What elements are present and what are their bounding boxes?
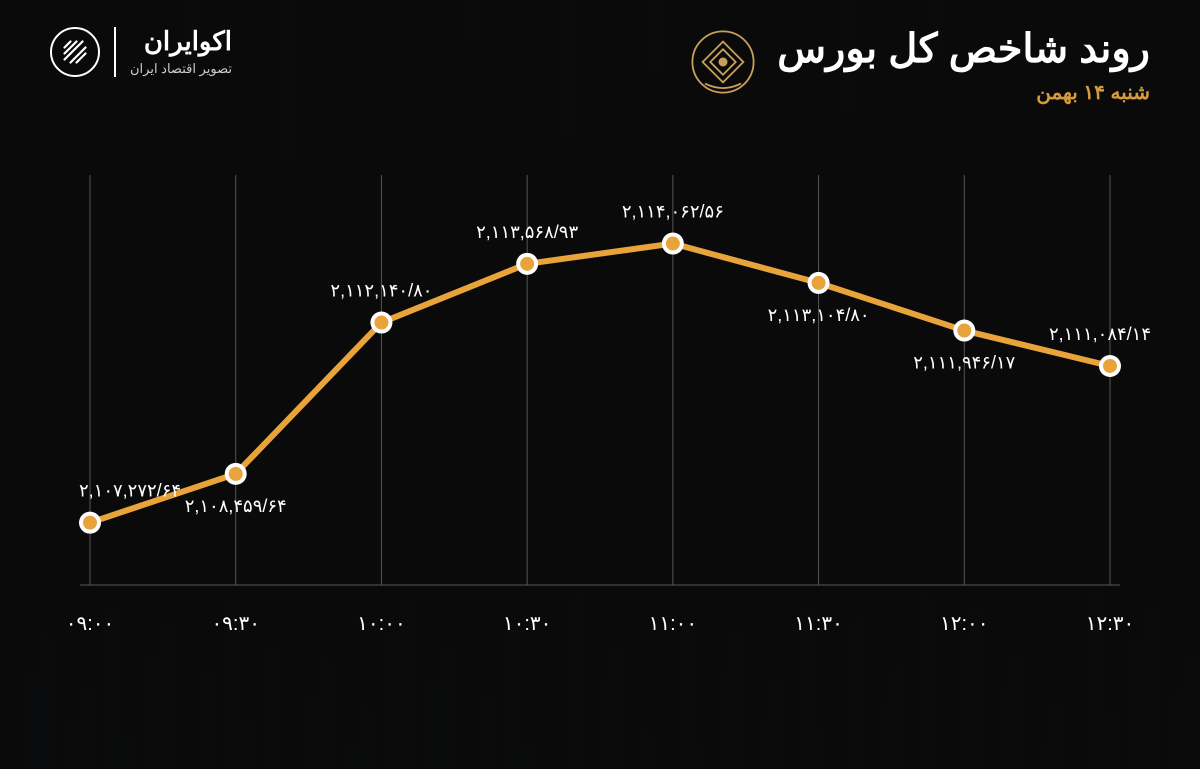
point-value-label: ۲,۱۱۴,۰۶۲/۵۶	[622, 202, 724, 222]
title-block: روند شاخص کل بورس شنبه ۱۴ بهمن	[687, 26, 1150, 105]
page-subtitle: شنبه ۱۴ بهمن	[777, 80, 1150, 105]
point-value-label: ۲,۱۰۸,۴۵۹/۶۴	[185, 496, 287, 516]
x-axis-label: ۱۲:۰۰	[940, 613, 989, 635]
x-axis-label: ۱۱:۳۰	[794, 613, 843, 635]
point-value-label: ۲,۱۱۱,۰۸۴/۱۴	[1049, 324, 1150, 344]
header: اکوایران تصویر اقتصاد ایران روند شاخص کل…	[0, 0, 1200, 115]
point-value-label: ۲,۱۱۲,۱۴۰/۸۰	[330, 281, 432, 301]
x-axis-label: ۱۱:۰۰	[649, 613, 698, 635]
point-value-label: ۲,۱۱۳,۱۰۴/۸۰	[768, 305, 870, 325]
brand-name: اکوایران	[130, 26, 232, 57]
brand-divider	[114, 27, 116, 77]
x-axis-label: ۱۰:۳۰	[503, 613, 552, 635]
exchange-seal-icon	[687, 26, 759, 98]
page-title: روند شاخص کل بورس	[777, 26, 1150, 72]
brand-tagline: تصویر اقتصاد ایران	[130, 61, 232, 77]
point-value-label: ۲,۱۱۱,۹۴۶/۱۷	[913, 353, 1015, 373]
brand-logo-icon	[50, 27, 100, 77]
x-axis-label: ۰۹:۳۰	[211, 613, 260, 635]
point-value-label: ۲,۱۰۷,۲۷۲/۶۴	[79, 481, 181, 501]
index-trend-chart: ۲,۱۰۷,۲۷۲/۶۴۲,۱۰۸,۴۵۹/۶۴ ۲,۱۱۲,۱۴۰/۸۰ ۲,۱۱…	[50, 145, 1150, 665]
x-axis-label: ۱۲:۳۰	[1086, 613, 1135, 635]
x-axis-label: ۱۰:۰۰	[357, 613, 406, 635]
x-axis-label: ۰۹:۰۰	[66, 613, 115, 635]
point-value-label: ۲,۱۱۳,۵۶۸/۹۳	[476, 222, 578, 242]
brand: اکوایران تصویر اقتصاد ایران	[50, 26, 232, 77]
